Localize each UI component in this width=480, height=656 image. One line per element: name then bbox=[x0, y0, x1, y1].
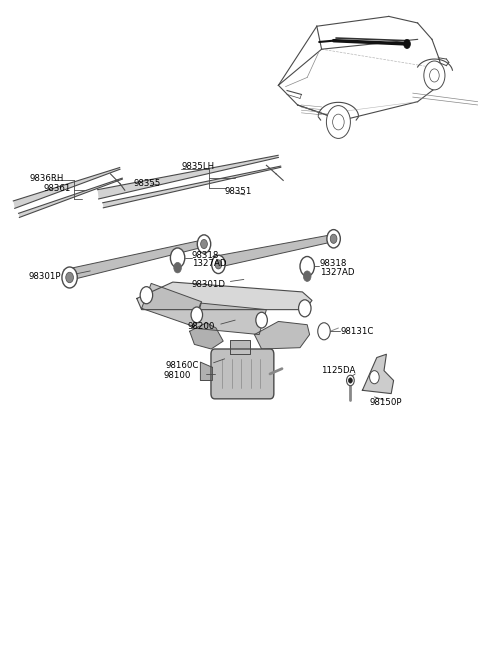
Circle shape bbox=[330, 234, 337, 243]
Circle shape bbox=[303, 271, 311, 281]
Circle shape bbox=[318, 323, 330, 340]
Text: 98301P: 98301P bbox=[29, 272, 61, 281]
Circle shape bbox=[370, 371, 379, 384]
Circle shape bbox=[201, 239, 207, 249]
Circle shape bbox=[348, 378, 352, 383]
Polygon shape bbox=[230, 340, 250, 354]
Polygon shape bbox=[192, 303, 266, 335]
Circle shape bbox=[197, 235, 211, 253]
Circle shape bbox=[404, 39, 410, 49]
Text: 98301D: 98301D bbox=[192, 280, 226, 289]
Polygon shape bbox=[362, 354, 394, 394]
Text: 98351: 98351 bbox=[225, 187, 252, 196]
Text: 1327AD: 1327AD bbox=[192, 259, 227, 268]
Text: 98131C: 98131C bbox=[341, 327, 374, 336]
Circle shape bbox=[66, 272, 73, 283]
Text: 98361: 98361 bbox=[43, 184, 71, 194]
Text: 98355: 98355 bbox=[133, 179, 161, 188]
Circle shape bbox=[430, 69, 439, 82]
Circle shape bbox=[140, 287, 153, 304]
Text: 98318: 98318 bbox=[192, 251, 219, 260]
Polygon shape bbox=[64, 239, 207, 281]
Polygon shape bbox=[213, 234, 336, 268]
Circle shape bbox=[327, 230, 340, 248]
Circle shape bbox=[424, 61, 445, 90]
Polygon shape bbox=[19, 178, 122, 217]
Circle shape bbox=[256, 312, 267, 328]
Text: 1125DA: 1125DA bbox=[321, 366, 355, 375]
Polygon shape bbox=[13, 167, 120, 209]
Circle shape bbox=[62, 267, 77, 288]
Text: 98150P: 98150P bbox=[370, 398, 402, 407]
Circle shape bbox=[299, 300, 311, 317]
Polygon shape bbox=[142, 283, 202, 327]
Polygon shape bbox=[137, 282, 312, 310]
Text: 9835LH: 9835LH bbox=[181, 162, 215, 171]
Circle shape bbox=[191, 307, 203, 323]
Circle shape bbox=[174, 262, 181, 273]
Polygon shape bbox=[200, 362, 212, 380]
Text: 98318: 98318 bbox=[320, 259, 347, 268]
Circle shape bbox=[212, 255, 225, 274]
Text: 98160C: 98160C bbox=[166, 361, 199, 370]
Polygon shape bbox=[254, 321, 310, 349]
Polygon shape bbox=[103, 166, 281, 208]
Polygon shape bbox=[97, 155, 278, 199]
Text: 9836RH: 9836RH bbox=[30, 174, 64, 183]
Text: 98200: 98200 bbox=[187, 322, 215, 331]
Circle shape bbox=[215, 260, 222, 269]
Circle shape bbox=[347, 375, 354, 386]
Circle shape bbox=[170, 248, 185, 268]
FancyBboxPatch shape bbox=[211, 349, 274, 399]
Circle shape bbox=[333, 114, 344, 130]
Circle shape bbox=[326, 106, 350, 138]
Polygon shape bbox=[190, 323, 223, 349]
Circle shape bbox=[300, 256, 314, 276]
Text: 98100: 98100 bbox=[163, 371, 191, 380]
Text: 1327AD: 1327AD bbox=[320, 268, 354, 277]
